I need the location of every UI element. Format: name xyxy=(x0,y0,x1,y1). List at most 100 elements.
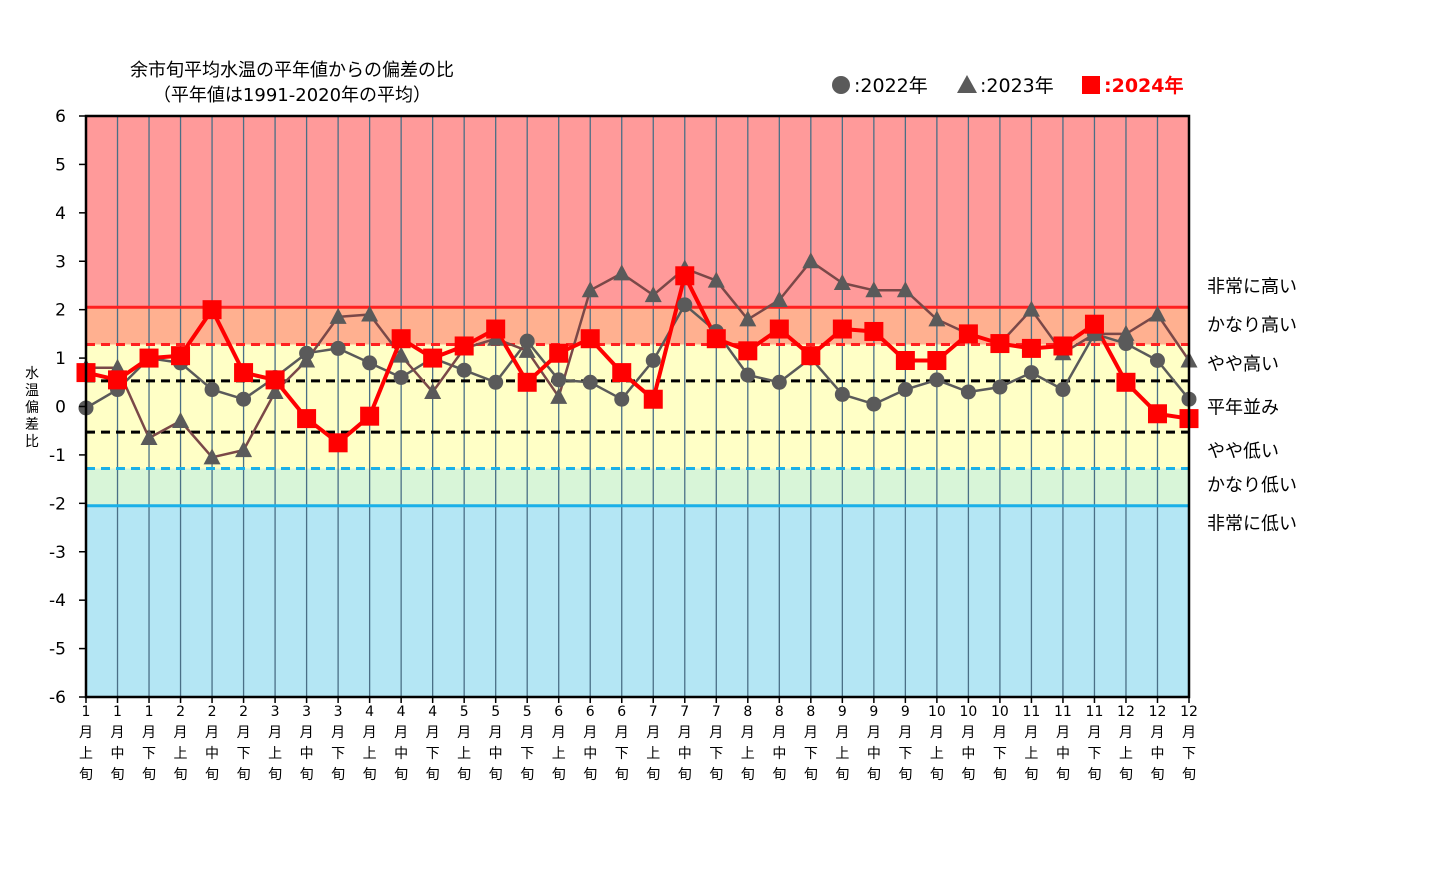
y-tick-label: -5 xyxy=(49,640,66,660)
triangle-point-9 xyxy=(361,305,379,322)
x-tick-label-part: 1 xyxy=(113,704,122,720)
circle-point-16 xyxy=(582,374,598,390)
x-tick-label-part: 月 xyxy=(1150,725,1164,741)
square-point-19 xyxy=(675,266,695,286)
circle-point-31 xyxy=(1055,382,1071,398)
x-tick-label-part: 旬 xyxy=(1087,767,1101,783)
x-tick-label-part: 旬 xyxy=(1056,767,1070,783)
x-tick-label-part: 旬 xyxy=(552,767,566,783)
x-tick-label-part: 月 xyxy=(331,725,345,741)
x-tick-label-part: 下 xyxy=(331,746,345,762)
x-tick-label-part: 月 xyxy=(930,725,944,741)
square-point-2 xyxy=(139,348,159,368)
x-tick-label-part: 9 xyxy=(869,704,878,720)
triangle-point-2 xyxy=(140,428,158,445)
x-tick-label-part: 月 xyxy=(646,725,660,741)
x-tick-label-part: 月 xyxy=(993,725,1007,741)
square-point-26 xyxy=(895,351,915,371)
x-tick-label-part: 旬 xyxy=(237,767,251,783)
triangle-point-33 xyxy=(1117,324,1135,341)
x-tick-label-part: 上 xyxy=(1119,746,1133,762)
x-tick-label-part: 下 xyxy=(709,746,723,762)
x-tick-label-part: 旬 xyxy=(174,767,188,783)
circle-point-15 xyxy=(551,372,567,388)
x-tick-label-part: 月 xyxy=(489,725,503,741)
x-tick-label-part: 旬 xyxy=(300,767,314,783)
square-point-17 xyxy=(612,363,632,383)
zone-label-3: 平年並み xyxy=(1207,398,1279,419)
circle-point-19 xyxy=(677,297,693,313)
x-tick-label-part: 月 xyxy=(300,725,314,741)
circle-point-22 xyxy=(771,374,787,390)
y-tick-label: -4 xyxy=(49,591,66,611)
zone-label-6: 非常に低い xyxy=(1207,514,1297,535)
x-tick-label-part: 旬 xyxy=(615,767,629,783)
x-tick-label-part: 旬 xyxy=(898,767,912,783)
square-point-4 xyxy=(202,300,222,320)
square-point-18 xyxy=(643,389,663,409)
x-tick-label-part: 旬 xyxy=(111,767,125,783)
x-tick-label-part: 旬 xyxy=(741,767,755,783)
x-tick-label-part: 旬 xyxy=(205,767,219,783)
x-tick-label-part: 3 xyxy=(334,704,343,720)
x-tick-label-part: 月 xyxy=(867,725,881,741)
x-tick-label-part: 旬 xyxy=(79,767,93,783)
x-tick-label-part: 5 xyxy=(523,704,532,720)
y-tick-label: -3 xyxy=(49,543,66,563)
square-point-14 xyxy=(517,372,537,392)
x-tick-label-part: 12 xyxy=(1180,704,1198,720)
x-tick-label-part: 下 xyxy=(520,746,534,762)
x-tick-label-part: 4 xyxy=(397,704,406,720)
x-tick-label-part: 月 xyxy=(142,725,156,741)
x-tick-label-part: 旬 xyxy=(930,767,944,783)
x-tick-label-part: 月 xyxy=(772,725,786,741)
legend-label-2024年: :2024年 xyxy=(1104,74,1183,97)
y-tick-label: 0 xyxy=(55,398,66,418)
x-tick-label-part: 6 xyxy=(617,704,626,720)
square-point-6 xyxy=(265,370,285,390)
square-point-25 xyxy=(864,321,884,341)
circle-point-18 xyxy=(645,353,661,369)
y-tick-label: 6 xyxy=(55,107,66,127)
x-tick-label-part: 月 xyxy=(111,725,125,741)
y-axis-title-char: 温 xyxy=(25,383,39,399)
circle-point-21 xyxy=(740,367,756,383)
x-tick-label-part: 12 xyxy=(1117,704,1135,720)
circle-point-12 xyxy=(456,362,472,378)
triangle-point-30 xyxy=(1022,300,1040,317)
y-axis-title-char: 水 xyxy=(25,366,39,382)
x-tick-label-part: 下 xyxy=(804,746,818,762)
x-tick-label-part: 11 xyxy=(1023,704,1041,720)
x-tick-label-part: 3 xyxy=(271,704,280,720)
triangle-point-10 xyxy=(392,346,410,363)
square-point-16 xyxy=(580,329,600,349)
square-point-22 xyxy=(769,319,789,339)
x-tick-label-part: 旬 xyxy=(363,767,377,783)
triangle-point-26 xyxy=(896,281,914,298)
x-tick-label-part: 中 xyxy=(961,746,975,762)
circle-point-5 xyxy=(236,391,252,407)
square-point-11 xyxy=(423,348,443,368)
x-tick-label-part: 5 xyxy=(491,704,500,720)
circle-point-14 xyxy=(519,333,535,349)
x-tick-label-part: 下 xyxy=(1087,746,1101,762)
legend-label-2023年: :2023年 xyxy=(980,75,1054,97)
x-tick-label-part: 2 xyxy=(239,704,248,720)
circle-point-26 xyxy=(897,382,913,398)
triangle-point-15 xyxy=(550,387,568,404)
y-tick-label: 1 xyxy=(55,349,66,369)
circle-point-8 xyxy=(330,340,346,356)
x-tick-label-part: 6 xyxy=(586,704,595,720)
triangle-point-4 xyxy=(203,448,221,465)
square-point-21 xyxy=(738,341,758,361)
x-tick-label-part: 中 xyxy=(583,746,597,762)
x-tick-label-part: 中 xyxy=(1150,746,1164,762)
circle-point-34 xyxy=(1149,353,1165,369)
triangle-point-5 xyxy=(235,441,253,458)
y-tick-label: -2 xyxy=(49,494,66,514)
y-axis-title-char: 比 xyxy=(25,434,39,450)
circle-point-17 xyxy=(614,391,630,407)
x-tick-label-part: 10 xyxy=(928,704,946,720)
triangle-point-11 xyxy=(424,382,442,399)
legend-marker-square xyxy=(1082,76,1100,94)
